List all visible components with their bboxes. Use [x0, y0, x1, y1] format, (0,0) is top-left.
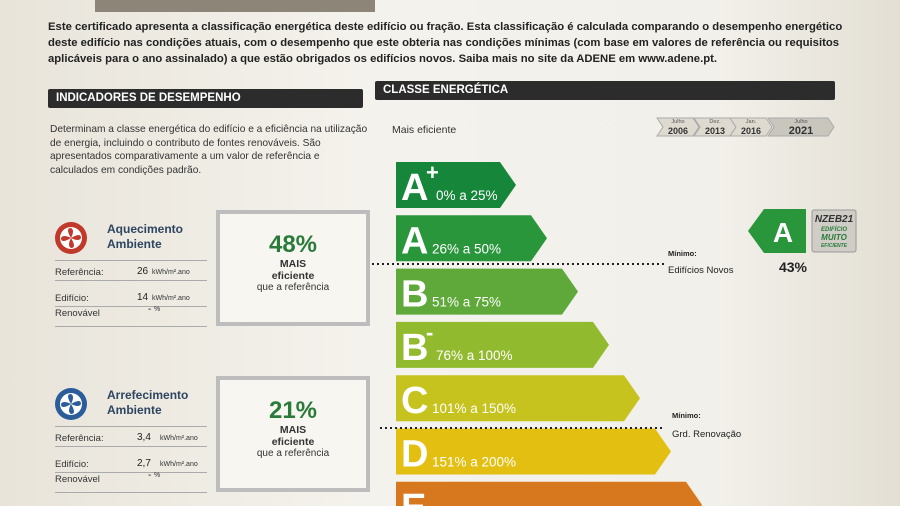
class-bar — [396, 481, 702, 506]
percent: 48% — [268, 231, 318, 258]
badge-title: NZEB21 — [815, 214, 854, 225]
top-photo — [95, 0, 375, 12]
class-range: 76% a 100% — [436, 348, 513, 363]
minimum-text: Grd. Renovação — [672, 429, 741, 440]
rating-percent: 43% — [779, 259, 808, 275]
than: que a referência — [256, 448, 330, 459]
row-unit: kWh/m².ano — [152, 295, 190, 302]
class-letter: E — [401, 487, 426, 506]
section-header: CLASSE ENERGÉTICA — [375, 81, 835, 100]
row-value: 14 — [137, 292, 149, 303]
class-letter: B — [401, 327, 428, 369]
badge-text: EDIFÍCIO — [821, 226, 847, 233]
row-value: 26 — [137, 266, 149, 277]
class-bar — [396, 321, 609, 368]
efficient: eficiente — [271, 270, 315, 282]
row-label: Renovável — [55, 474, 100, 485]
class-bar — [396, 215, 547, 262]
row-label: Edifício: — [55, 459, 89, 470]
than: que a referência — [256, 282, 330, 293]
indicator-title: Arrefecimento Ambiente — [107, 388, 189, 417]
minimum-label: Mínimo: — [668, 249, 697, 258]
row-unit: kWh/m².ano — [152, 269, 190, 276]
row-value: - — [148, 304, 152, 315]
more: MAIS — [279, 258, 307, 270]
class-range: 26% a 50% — [432, 241, 501, 256]
class-letter: B — [401, 274, 428, 316]
minimum-text: Edifícios Novos — [668, 265, 734, 276]
indicator-title: Aquecimento Ambiente — [107, 222, 184, 251]
year-tag — [656, 117, 700, 137]
rule — [55, 472, 207, 473]
most-efficient: Mais eficiente — [392, 124, 456, 136]
year-tag — [767, 117, 835, 137]
icon — [55, 388, 87, 420]
efficient: eficiente — [271, 436, 315, 448]
row-label: Renovável — [55, 308, 100, 319]
year-month: Julho — [671, 119, 684, 125]
badge-text: MUITO — [821, 233, 847, 242]
section-header: INDICADORES DE DESEMPENHO — [48, 89, 363, 108]
year-month: Jan. — [746, 119, 757, 125]
class-sup: + — [426, 160, 439, 185]
row-unit: % — [154, 472, 161, 479]
rating-arrow — [748, 209, 806, 253]
class-range: 151% a 200% — [432, 455, 516, 470]
row-unit: kWh/m².ano — [160, 435, 198, 442]
year-month: Dez. — [709, 119, 721, 125]
badge-text: EFICIENTE — [821, 243, 848, 249]
fan-icon — [60, 393, 82, 415]
row-unit: kWh/m².ano — [160, 461, 198, 468]
badge — [811, 209, 857, 253]
summary-box: 48% MAIS eficiente que a referência — [216, 210, 370, 326]
class-letter: C — [401, 380, 428, 422]
more: MAIS — [279, 424, 307, 436]
year: 2021 — [789, 125, 813, 137]
class-bar — [396, 375, 640, 422]
intro: Este certificado apresenta a classificaç… — [48, 21, 843, 65]
rule — [55, 446, 207, 447]
row-label: Referência: — [55, 433, 104, 444]
year: 2016 — [741, 126, 761, 136]
class-bar — [396, 428, 671, 475]
percent: 21% — [268, 397, 318, 424]
class-range: 51% a 75% — [432, 295, 501, 310]
class-bar — [396, 162, 516, 208]
row-value: 3,4 — [137, 432, 151, 443]
class-letter: A — [401, 167, 428, 209]
rule — [55, 260, 207, 261]
rule — [55, 426, 207, 427]
fan-icon — [60, 227, 82, 249]
year-tag — [729, 117, 773, 137]
row-label: Referência: — [55, 267, 104, 278]
class-sup: - — [426, 320, 433, 345]
minimum-label: Mínimo: — [672, 411, 701, 420]
icon — [55, 222, 87, 254]
year: 2013 — [705, 126, 725, 136]
summary-box: 21% MAIS eficiente que a referência — [216, 376, 370, 492]
rule — [55, 492, 207, 493]
year-month: Julho — [794, 119, 807, 125]
row-value: - — [148, 470, 152, 481]
class-range: 0% a 25% — [436, 188, 498, 203]
description: Determinam a classe energética do edifíc… — [50, 124, 368, 176]
year: 2006 — [668, 126, 688, 136]
rule — [55, 326, 207, 327]
class-letter: A — [401, 220, 428, 262]
class-range: 101% a 150% — [432, 401, 516, 416]
row-label: Edifício: — [55, 293, 89, 304]
row-unit: % — [154, 306, 161, 313]
class-letter: D — [401, 434, 428, 476]
rating-letter: A — [773, 217, 793, 248]
rule — [55, 280, 207, 281]
class-bar — [396, 268, 578, 315]
row-value: 2,7 — [137, 458, 151, 469]
rule — [55, 306, 207, 307]
